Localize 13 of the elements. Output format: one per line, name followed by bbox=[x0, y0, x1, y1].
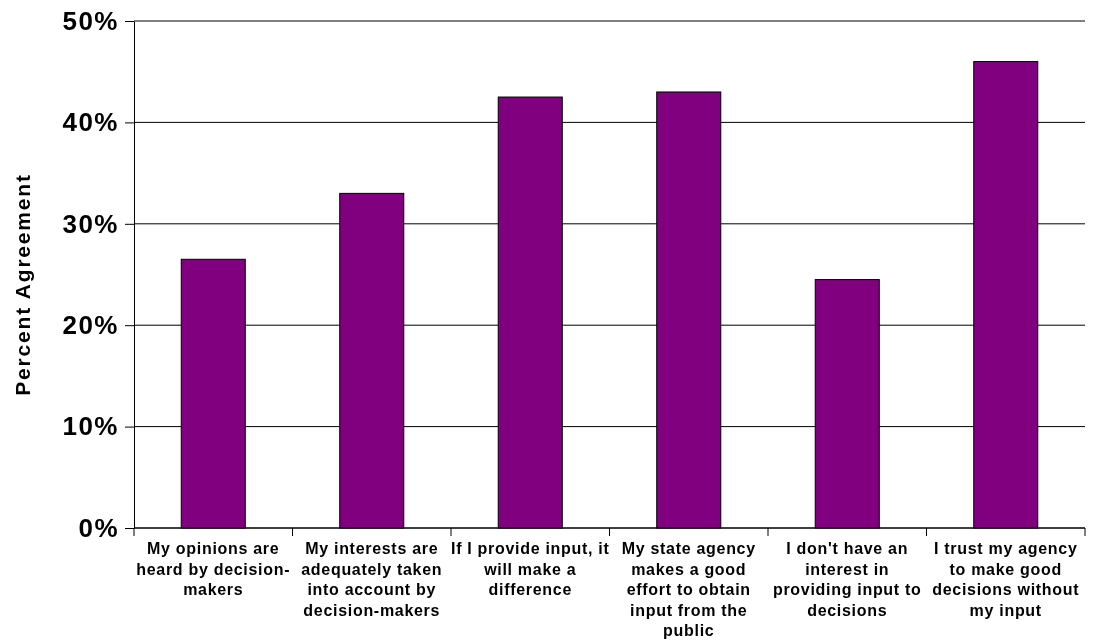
y-tick-label: 20% bbox=[62, 310, 119, 341]
y-axis-title: Percent Agreement bbox=[11, 173, 34, 396]
x-tick-label: I don't have an interest in providing input to decisions bbox=[772, 540, 922, 619]
x-tick-label: My interests are adequately taken into account by decision-makers bbox=[301, 540, 443, 619]
x-tick-label: My opinions are heard by decision-makers bbox=[136, 540, 291, 598]
y-tick-label: 0% bbox=[78, 512, 119, 543]
y-tick-label: 50% bbox=[62, 5, 119, 36]
x-tick-label: My state agency makes a good effort to obtain input from the public bbox=[621, 540, 756, 639]
y-tick-label: 10% bbox=[62, 411, 119, 442]
x-tick-label: If I provide input, it will make a difference bbox=[450, 540, 610, 598]
y-tick-label: 40% bbox=[62, 107, 119, 138]
y-tick-label: 30% bbox=[62, 208, 119, 239]
x-tick-label: I trust my agency to make good decisions without my input bbox=[932, 540, 1080, 619]
